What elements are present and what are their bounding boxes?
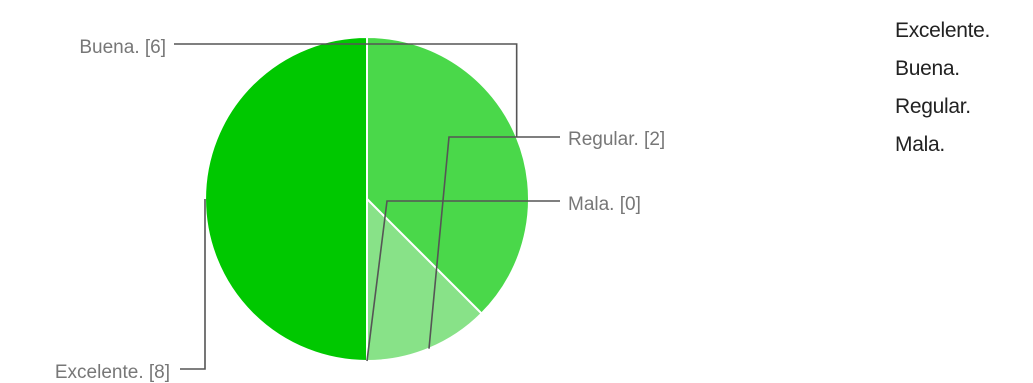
- callout-buena: Buena. [6]: [79, 37, 166, 58]
- leader-line-buena: [174, 43, 518, 138]
- leader-line-mala: [366, 200, 560, 362]
- legend-item-mala: Mala.: [895, 133, 945, 156]
- callout-mala: Mala. [0]: [568, 194, 641, 215]
- pie-chart: Excelente. [8] Buena. [6] Regular. [2] M…: [55, 35, 665, 383]
- leader-line-excelente: [180, 199, 206, 370]
- callout-excelente: Excelente. [8]: [55, 362, 170, 383]
- leader-line-regular: [428, 136, 560, 349]
- pie-slice-excelente: [204, 35, 368, 363]
- callout-regular: Regular. [2]: [568, 129, 665, 150]
- legend-item-excelente: Excelente.: [895, 19, 991, 42]
- chart-legend: Excelente. Buena. Regular. Mala.: [895, 14, 990, 166]
- legend-item-regular: Regular.: [895, 95, 971, 118]
- legend-item-buena: Buena.: [895, 57, 960, 80]
